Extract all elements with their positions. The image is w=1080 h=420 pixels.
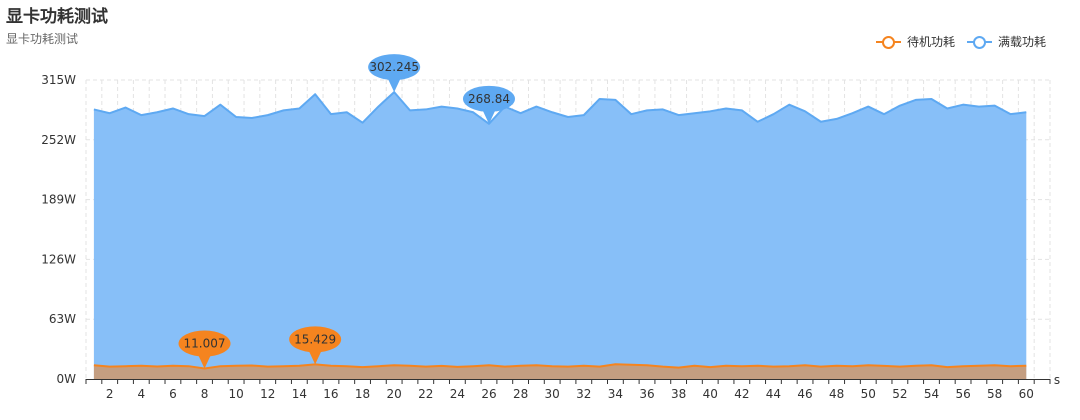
x-tick-label: 40 [703,387,718,401]
x-tick-label: 46 [797,387,812,401]
marker-pin-tail [197,353,212,369]
marker-pin-body [462,85,515,112]
legend-label-standby: 待机功耗 [906,35,955,49]
marker-pin-tail [387,77,402,93]
x-tick-label: 38 [671,387,686,401]
x-tick-label: 28 [513,387,528,401]
x-tick-label: 20 [387,387,402,401]
marker-pin-body [178,330,231,357]
line-standby [93,363,1027,370]
x-tick-label: 54 [924,387,939,401]
y-tick-labels: 0W 63W 126W 189W 252W 315W [41,73,76,386]
x-tick-label: 14 [292,387,307,401]
marker-pin-tail [481,108,496,124]
chart-legend: 待机功耗 满载功耗 [875,33,1046,50]
x-tick-label: 8 [201,387,209,401]
area-standby [93,364,1027,379]
y-tick-label: 189W [41,193,76,207]
x-tick-label: 56 [955,387,970,401]
marker-pin-standby: 11.007 [178,330,231,369]
y-tick-label: 0W [57,372,77,386]
marker-pin-standby: 15.429 [289,326,342,365]
marker-pin-label: 268.84 [468,92,510,106]
marker-pin-fullload: 302.245 [368,54,421,93]
legend-item-fullload[interactable]: 满载功耗 [966,33,1046,50]
legend-item-standby[interactable]: 待机功耗 [875,33,955,50]
series-areas [93,92,1027,380]
x-tick-label: 4 [137,387,145,401]
legend-dot-fullload [972,35,986,49]
marker-pins: 302.245 268.84 11.007 15.429 [178,54,515,369]
marker-pin-fullload: 268.84 [462,85,515,124]
x-tick-label: 2 [106,387,114,401]
x-tick-label: 30 [545,387,560,401]
x-tick-label: 32 [576,387,591,401]
legend-label-fullload: 满载功耗 [997,35,1046,49]
x-tick-label: 16 [323,387,338,401]
x-tick-label: 24 [450,387,465,401]
marker-pin-body [289,326,342,353]
x-tick-label: 42 [734,387,749,401]
x-tick-label: 36 [639,387,654,401]
x-tick-label: 52 [892,387,907,401]
x-tick-label: 48 [829,387,844,401]
x-tick-labels: 2 4 6 8 10 12 14 16 18 20 22 24 26 28 30 32 34 36 38 40 42 44… [106,373,1060,401]
legend-swatch-fullload [966,35,992,49]
y-tick-label: 63W [49,312,76,326]
x-tick-label: 50 [861,387,876,401]
x-tick-label: 58 [987,387,1002,401]
marker-pin-body [368,54,421,81]
x-tick-label: 6 [169,387,177,401]
line-fullload [93,91,1027,125]
y-tick-label: 315W [41,73,76,87]
legend-swatch-standby [875,35,901,49]
marker-pin-label: 15.429 [294,332,336,346]
chart-title: 显卡功耗测试 [6,7,108,27]
x-tick-label: 26 [481,387,496,401]
chart-subtitle: 显卡功耗测试 [6,32,79,46]
marker-pin-tail [308,349,323,365]
x-axis-label: s [1054,373,1060,387]
legend-dot-standby [881,35,895,49]
x-tick-label: 34 [608,387,623,401]
x-tick-label: 12 [260,387,275,401]
marker-pin-label: 11.007 [184,337,226,351]
x-tick-label: 44 [766,387,781,401]
y-tick-label: 126W [41,252,76,266]
y-tick-label: 252W [41,133,76,147]
x-tick-label: 60 [1019,387,1034,401]
x-tick-label: 22 [418,387,433,401]
area-fullload [93,92,1027,380]
axes [85,379,1051,384]
x-tick-label: 18 [355,387,370,401]
x-tick-label: 10 [228,387,243,401]
marker-pin-label: 302.245 [369,60,419,74]
series-lines [93,91,1027,370]
